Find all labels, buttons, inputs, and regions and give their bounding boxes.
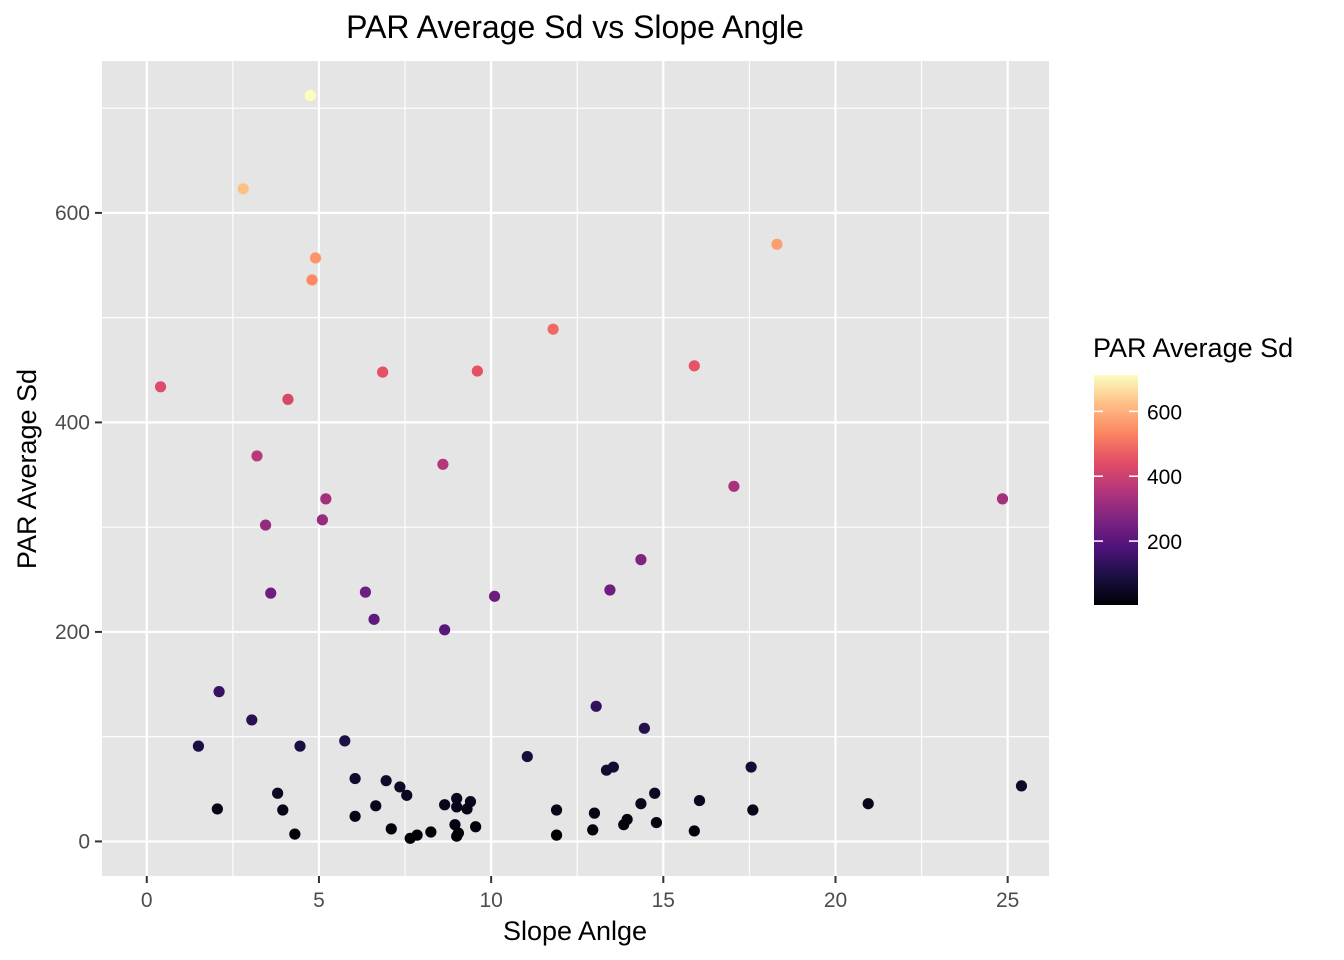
data-point: [521, 750, 533, 763]
data-point: [451, 801, 463, 813]
data-point: [316, 514, 328, 526]
y-tick-label: 600: [55, 202, 90, 225]
legend-break-label: 400: [1147, 466, 1182, 489]
data-point: [259, 519, 272, 531]
data-point: [251, 450, 263, 462]
data-point: [282, 393, 294, 405]
data-point: [771, 238, 783, 250]
data-point: [488, 590, 501, 602]
data-point: [688, 360, 700, 372]
legend-title: PAR Average Sd: [1093, 333, 1293, 363]
data-point: [650, 816, 663, 829]
data-point: [635, 554, 647, 566]
legend-ticks: 200 400 600: [1094, 401, 1182, 554]
data-point: [618, 819, 630, 831]
chart-title: PAR Average Sd vs Slope Angle: [346, 9, 804, 45]
data-point: [439, 624, 451, 636]
data-point: [339, 735, 351, 747]
data-point: [688, 825, 700, 837]
y-tick-label: 200: [55, 621, 90, 644]
data-point: [451, 792, 463, 805]
data-point: [304, 89, 316, 102]
data-point: [996, 493, 1009, 505]
legend-break-label: 600: [1147, 401, 1182, 424]
x-axis-label: Slope Anlge: [503, 916, 647, 946]
data-point: [638, 722, 650, 734]
data-point: [745, 761, 757, 773]
data-point: [272, 787, 284, 799]
data-point: [547, 323, 559, 335]
data-point: [349, 772, 361, 785]
major-gridlines: [102, 61, 1049, 876]
minor-gridlines: [102, 61, 1049, 876]
x-tick-label: 5: [313, 889, 325, 912]
data-point: [600, 764, 613, 776]
data-point: [380, 775, 392, 787]
data-point: [349, 810, 361, 822]
x-axis-ticks: 0 5 10 15 20 25: [141, 876, 1019, 912]
data-point: [368, 613, 380, 625]
data-point: [1015, 780, 1028, 792]
data-point: [550, 829, 563, 841]
legend-break-label: 200: [1147, 531, 1182, 554]
data-point: [587, 824, 599, 836]
plot-panel: [102, 61, 1049, 876]
data-point: [211, 803, 223, 815]
data-point: [862, 798, 874, 810]
data-points: [154, 89, 1028, 844]
data-point: [306, 274, 318, 286]
x-tick-label: 15: [652, 889, 675, 912]
data-point: [289, 828, 301, 840]
data-point: [309, 252, 322, 264]
legend-colorbar: [1094, 375, 1138, 605]
y-axis-ticks: 0 200 400 600: [55, 202, 102, 853]
data-point: [604, 584, 616, 596]
data-point: [550, 804, 563, 816]
data-point: [588, 807, 601, 819]
data-point: [320, 493, 332, 505]
data-point: [437, 458, 449, 470]
x-tick-label: 20: [824, 889, 847, 912]
data-point: [747, 804, 759, 816]
data-point: [590, 700, 602, 712]
data-point: [213, 686, 225, 698]
data-point: [470, 821, 482, 833]
data-point: [425, 826, 437, 838]
data-point: [439, 799, 451, 811]
data-point: [451, 830, 463, 842]
data-point: [237, 183, 249, 195]
y-tick-label: 400: [55, 411, 90, 434]
data-point: [394, 781, 406, 793]
y-tick-label: 0: [78, 830, 90, 853]
data-point: [649, 787, 661, 799]
color-legend: PAR Average Sd 200 400 600: [1093, 333, 1293, 605]
data-point: [728, 480, 740, 492]
data-point: [265, 587, 277, 599]
y-axis-label: PAR Average Sd: [12, 369, 42, 569]
data-point: [154, 381, 167, 393]
x-tick-label: 10: [479, 889, 502, 912]
x-tick-label: 25: [996, 889, 1019, 912]
x-tick-label: 0: [141, 889, 153, 912]
data-point: [294, 740, 306, 752]
data-point: [635, 798, 647, 810]
data-point: [246, 714, 258, 726]
data-point: [370, 800, 382, 812]
data-point: [277, 804, 289, 816]
data-point: [461, 803, 473, 815]
data-point: [377, 366, 389, 378]
data-point: [385, 823, 397, 835]
data-point: [693, 794, 706, 807]
data-point: [449, 819, 461, 831]
data-point: [404, 832, 416, 844]
data-point: [471, 365, 483, 377]
data-point: [192, 740, 205, 752]
data-point: [401, 789, 413, 801]
data-point: [359, 586, 372, 598]
